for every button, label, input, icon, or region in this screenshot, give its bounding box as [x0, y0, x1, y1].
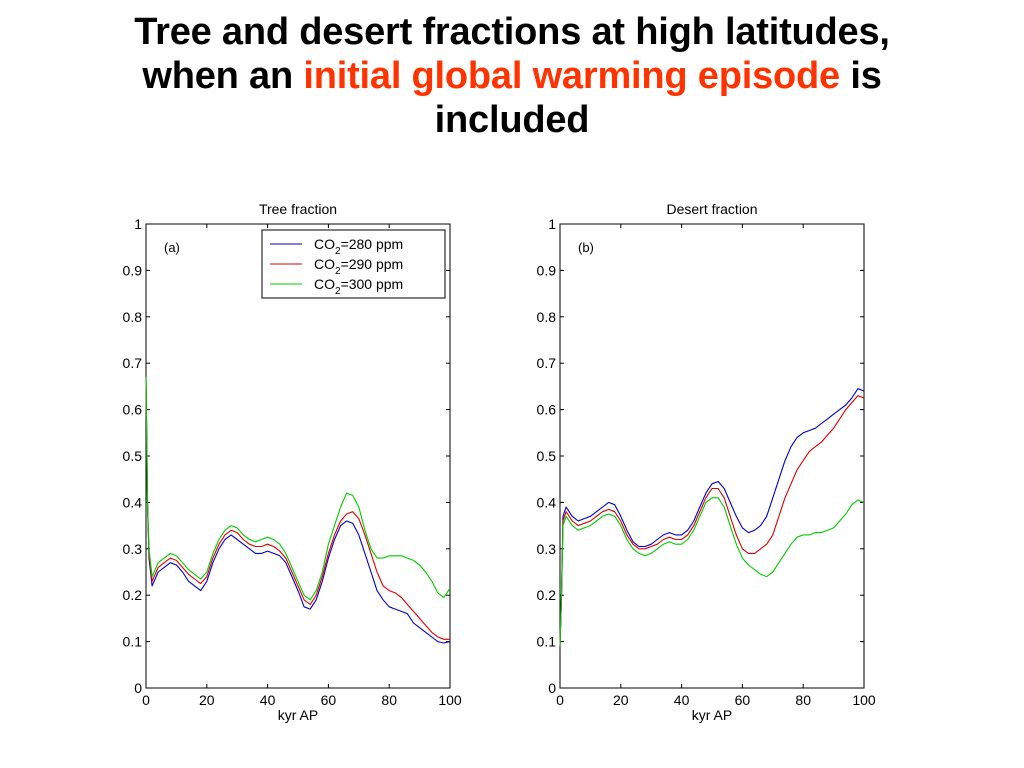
y-tick-label: 0.4 [123, 494, 143, 510]
x-axis-title: kyr AP [692, 707, 732, 723]
y-tick-label: 0.2 [537, 587, 557, 603]
series-line-3 [145, 377, 451, 601]
y-tick-label: 0.3 [123, 541, 143, 557]
y-tick-label: 0.7 [537, 355, 557, 371]
title-line-2: when an initial global warming episode i… [0, 54, 1024, 98]
title-highlight: initial global warming episode [303, 55, 840, 97]
y-tick-label: 0.7 [123, 355, 143, 371]
x-tick-label: 20 [199, 692, 215, 708]
series-line-2 [559, 395, 865, 647]
series-line-1 [145, 377, 451, 644]
x-tick-label: 100 [438, 692, 462, 708]
x-tick-label: 20 [613, 692, 629, 708]
panel-title: Desert fraction [666, 201, 757, 217]
series-line-2 [145, 377, 450, 640]
panel-label: (b) [578, 240, 594, 255]
x-tick-label: 0 [142, 692, 150, 708]
title-line-2-end: is [839, 55, 882, 97]
title-line-2-start: when an [142, 55, 304, 97]
y-tick-label: 0.3 [537, 541, 557, 557]
x-tick-label: 40 [674, 692, 690, 708]
y-tick-label: 0 [134, 680, 142, 696]
panel-title: Tree fraction [259, 201, 337, 217]
chart-panel-b: 0 0.1 0.2 0.3 0.4 0.5 0.6 0.7 0.8 0.9 1 0 20 40 60 80 10… [537, 201, 876, 723]
slide-title: Tree and desert fractions at high latitu… [0, 10, 1024, 142]
x-tick-label: 0 [556, 692, 564, 708]
x-axis-title: kyr AP [278, 707, 318, 723]
legend-label: CO2=290 ppm [314, 256, 403, 277]
y-tick-label: 0.1 [537, 634, 557, 650]
y-tick-label: 0.8 [123, 309, 143, 325]
x-tick-label: 60 [735, 692, 751, 708]
plot-frame [559, 223, 865, 689]
x-tick-label: 60 [321, 692, 337, 708]
x-tick-label: 80 [795, 692, 811, 708]
title-line-1: Tree and desert fractions at high latitu… [134, 11, 890, 53]
y-tick-label: 0.5 [123, 448, 143, 464]
y-tick-label: 0.5 [537, 448, 557, 464]
chart-panel-a: 0 0.1 0.2 0.3 0.4 0.5 0.6 0.7 0.8 0.9 1 0 20 40 60 80 10… [123, 201, 462, 723]
y-tick-label: 0.9 [123, 262, 143, 278]
x-tick-label: 40 [260, 692, 276, 708]
y-tick-label: 0.9 [537, 262, 557, 278]
y-tick-label: 0.6 [123, 402, 143, 418]
y-tick-label: 1 [134, 216, 142, 232]
y-tick-label: 1 [548, 216, 556, 232]
x-tick-label: 80 [381, 692, 397, 708]
y-tick-label: 0.4 [537, 494, 557, 510]
panel-label: (a) [164, 240, 180, 255]
y-tick-label: 0.1 [123, 634, 143, 650]
y-tick-label: 0.8 [537, 309, 557, 325]
legend-label: CO2=300 ppm [314, 276, 403, 297]
y-tick-label: 0.6 [537, 402, 557, 418]
legend-label: CO2=280 ppm [314, 236, 403, 257]
y-tick-label: 0 [548, 680, 556, 696]
series-line-3 [559, 497, 865, 647]
x-tick-label: 100 [852, 692, 876, 708]
title-line-3: included [434, 99, 590, 141]
y-tick-label: 0.2 [123, 587, 143, 603]
series-line-1 [559, 388, 865, 647]
